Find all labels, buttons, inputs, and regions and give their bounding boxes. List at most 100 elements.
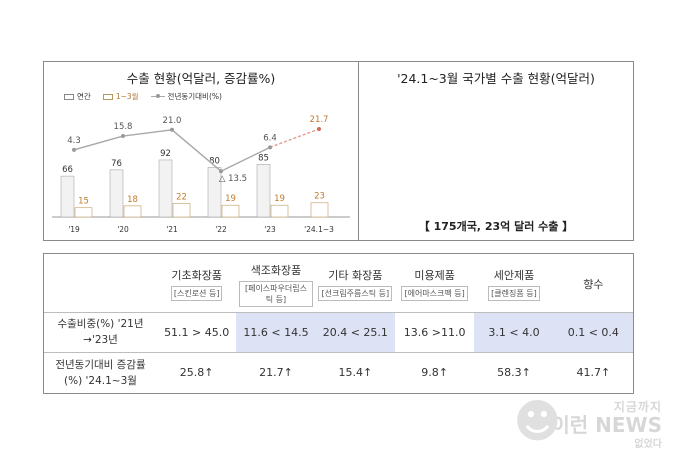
bar-annual (158, 159, 173, 218)
col-header-0: 기초화장품 [스킨로션 등] (157, 254, 236, 312)
table-row-growth: 전년동기대비 증감률 (%) '24.1~3월 25.8↑ 21.7↑ 15.4↑ 9.… (44, 351, 633, 393)
country-summary: 【 175개국, 23억 달러 수출 】 (418, 220, 574, 233)
col-header-3: 미용제품 [에어마스크팩 등] (395, 254, 474, 312)
bar-annual (60, 175, 75, 218)
yoy-point (170, 127, 174, 132)
col-header-name: 미용제품 (414, 269, 455, 283)
bar-annual-label: 76 (111, 159, 122, 169)
table-header-row: 기초화장품 [스킨로션 등] 색조화장품 [페이스파우더립스틱 등] 기타 화장품 [선크… (44, 254, 633, 312)
col-header-sub: [에어마스크팩 등] (401, 286, 468, 302)
bar-annual-label: 85 (258, 153, 269, 163)
country-export-panel: '24.1~3월 국가별 수출 현황(억달러) 【 175개국, 23억 달러 … (358, 61, 634, 241)
x-tick-label: '20 (117, 225, 129, 234)
bar-recent (172, 203, 191, 218)
growth-cell: 25.8↑ (157, 351, 237, 393)
col-header-sub: [스킨로션 등] (170, 286, 223, 302)
share-cell: 0.1 < 0.4 (553, 311, 633, 352)
growth-cell: 58.3↑ (474, 351, 554, 393)
bar-recent-label: 23 (314, 192, 325, 202)
table-corner (44, 254, 157, 312)
yoy-label: 6.4 (263, 133, 277, 143)
bar-recent-label: 18 (127, 195, 138, 205)
row-label-share: 수출비중(%) '21년 →'23년 (44, 311, 157, 352)
row-label-growth: 전년동기대비 증감률 (%) '24.1~3월 (44, 351, 157, 393)
legend-recent: 1~3월 (102, 91, 139, 102)
legend-yoy-swatch (150, 94, 165, 98)
col-header-name: 향수 (583, 278, 604, 292)
bar-recent (270, 204, 289, 218)
export-chart: 66 15 '19 76 18 '20 92 22 '21 80 19 '22 85 19 '23 23 '24… (52, 115, 350, 234)
bar-annual-label: 66 (62, 165, 73, 175)
bar-recent (74, 207, 93, 218)
bar-recent (123, 205, 142, 218)
legend-annual: 연간 (64, 91, 91, 102)
yoy-label: △ 13.5 (219, 174, 247, 184)
news-watermark: ☻ 지금까지 이런 NEWS 없었다 (513, 394, 662, 450)
yoy-line-segment (220, 146, 271, 172)
yoy-label: 21.7 (310, 115, 329, 125)
yoy-line-segment (122, 129, 173, 137)
bar-annual (207, 167, 222, 218)
share-cell: 13.6 >11.0 (394, 311, 475, 352)
mascot-icon: ☻ (513, 394, 562, 448)
chart-legend: 연간 1~3월 전년동기대비(%) (64, 91, 222, 102)
share-cell: 11.6 < 14.5 (236, 311, 316, 352)
yoy-line-segment (73, 135, 124, 151)
x-tick-label: '24.1~3 (304, 225, 334, 234)
country-panel-title: '24.1~3월 국가별 수출 현황(억달러) (397, 71, 595, 86)
bar-annual-label: 92 (160, 149, 171, 159)
bar-recent (310, 202, 329, 218)
bar-annual (109, 169, 124, 218)
growth-cell: 41.7↑ (553, 351, 633, 393)
col-header-name: 세안제품 (493, 269, 535, 283)
col-header-1: 색조화장품 [페이스파우더립스틱 등] (236, 254, 315, 312)
growth-cell: 9.8↑ (394, 351, 475, 393)
watermark-top: 지금까지 (613, 400, 662, 414)
yoy-line-segment (171, 129, 222, 172)
col-header-sub: [선크림주름스틱 등] (318, 286, 393, 302)
watermark-bottom: 없었다 (634, 439, 662, 450)
growth-cell: 15.4↑ (315, 351, 395, 393)
bar-recent-label: 19 (225, 194, 236, 204)
table-row-share: 수출비중(%) '21년 →'23년 51.1 > 45.0 11.6 < 14.5… (44, 311, 633, 352)
bar-recent-label: 19 (274, 194, 285, 204)
col-header-5: 향수 (554, 254, 633, 312)
share-cell: 51.1 > 45.0 (157, 311, 237, 352)
legend-yoy-label: 전년동기대비(%) (167, 92, 222, 101)
col-header-name: 기타 화장품 (328, 269, 383, 283)
yoy-point (317, 126, 321, 131)
yoy-point (268, 145, 272, 150)
col-header-name: 기초화장품 (171, 269, 222, 283)
legend-recent-swatch (102, 93, 113, 100)
yoy-label: 15.8 (114, 122, 133, 132)
bar-annual (256, 164, 271, 218)
share-cell: 20.4 < 25.1 (315, 311, 395, 352)
yoy-point (72, 147, 76, 152)
bar-annual-label: 80 (209, 156, 220, 166)
yoy-point (121, 134, 125, 139)
yoy-line-forecast (269, 128, 320, 148)
bar-recent-label: 15 (78, 197, 89, 207)
growth-cell: 21.7↑ (236, 351, 316, 393)
x-tick-label: '22 (215, 225, 227, 234)
yoy-point (219, 169, 223, 174)
col-header-sub: [페이스파우더립스틱 등] (238, 280, 313, 307)
category-table: 기초화장품 [스킨로션 등] 색조화장품 [페이스파우더립스틱 등] 기타 화장품 [선크… (43, 253, 634, 394)
x-tick-label: '23 (264, 225, 276, 234)
yoy-label: 4.3 (67, 136, 81, 146)
watermark-main: 이런 NEWS (551, 413, 662, 437)
col-header-2: 기타 화장품 [선크림주름스틱 등] (316, 254, 395, 312)
col-header-sub: [클렌징폼 등] (488, 286, 540, 302)
legend-annual-swatch (64, 93, 74, 100)
share-cell: 3.1 < 4.0 (474, 311, 554, 352)
legend-annual-label: 연간 (77, 92, 91, 101)
col-header-4: 세안제품 [클렌징폼 등] (474, 254, 553, 312)
yoy-label: 21.0 (163, 116, 182, 126)
bar-recent-label: 22 (176, 192, 187, 202)
legend-recent-label: 1~3월 (115, 92, 139, 101)
x-tick-label: '21 (166, 225, 178, 234)
col-header-name: 색조화장품 (250, 263, 302, 277)
export-chart-panel: 수출 현황(억달러, 증감률%) 연간 1~3월 전년동기대비(%) 66 15 '… (43, 61, 359, 241)
legend-yoy: 전년동기대비(%) (150, 91, 222, 102)
bar-recent (221, 204, 240, 218)
